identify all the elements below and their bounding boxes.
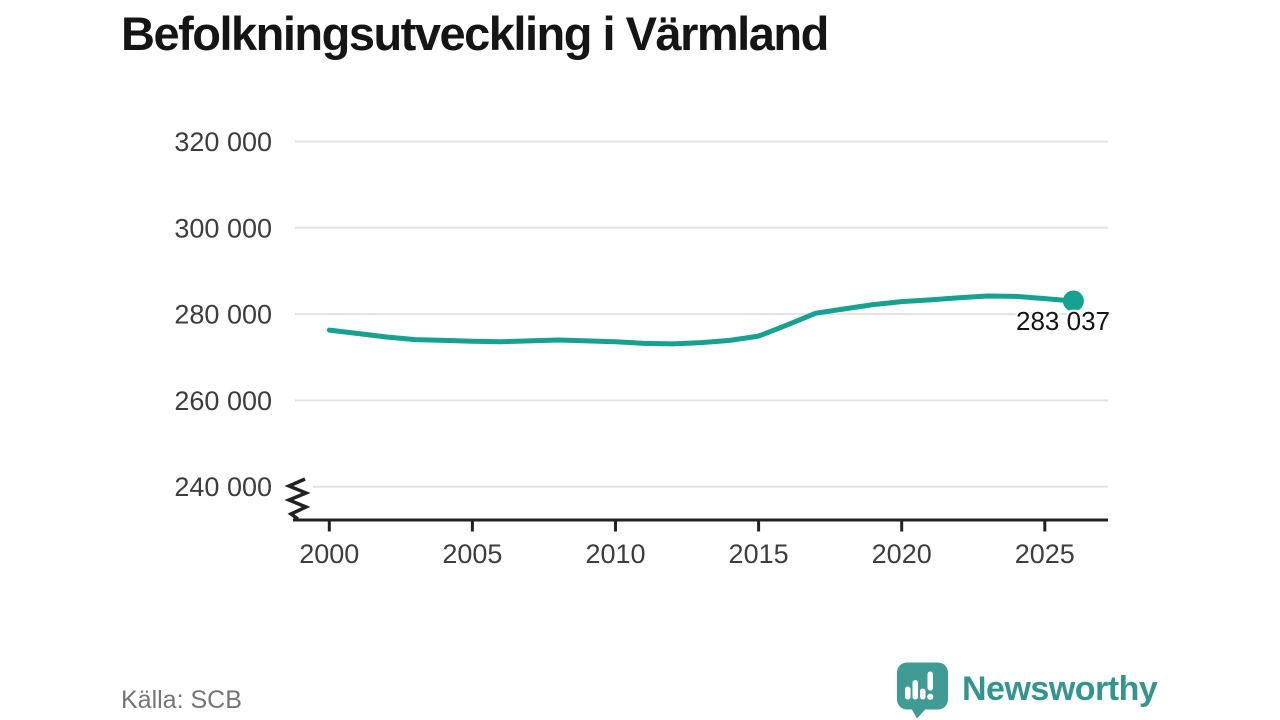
series-line (326, 293, 1076, 347)
x-tick-label: 2010 (585, 539, 645, 569)
source-caption: Källa: SCB (121, 686, 242, 714)
series-group (326, 290, 1084, 347)
x-tick-label: 2005 (442, 539, 502, 569)
newsworthy-wordmark: Newsworthy (962, 670, 1158, 708)
y-axis-labels: 320 000 300 000 280 000 260 000 240 000 (174, 127, 272, 502)
x-axis (293, 518, 1108, 532)
y-tick-label: 260 000 (174, 386, 272, 416)
y-tick-label: 300 000 (174, 213, 272, 243)
x-tick-label: 2025 (1015, 539, 1075, 569)
x-tick-label: 2020 (872, 539, 932, 569)
x-tick-label: 2000 (299, 539, 359, 569)
axis-break-icon (284, 477, 311, 521)
gridlines (295, 140, 1108, 488)
newsworthy-logo: Newsworthy (895, 661, 1158, 719)
x-tick-label: 2015 (729, 539, 789, 569)
y-tick-label: 240 000 (174, 472, 272, 502)
newsworthy-logo-icon (897, 662, 948, 719)
x-axis-labels: 2000 2005 2010 2015 2020 2025 (299, 539, 1075, 569)
end-point (1062, 290, 1084, 312)
y-tick-label: 320 000 (174, 127, 272, 157)
chart-title: Befolkningsutveckling i Värmland (121, 7, 829, 60)
y-tick-label: 280 000 (174, 300, 272, 330)
end-value-label: 283 037 (1016, 306, 1110, 336)
